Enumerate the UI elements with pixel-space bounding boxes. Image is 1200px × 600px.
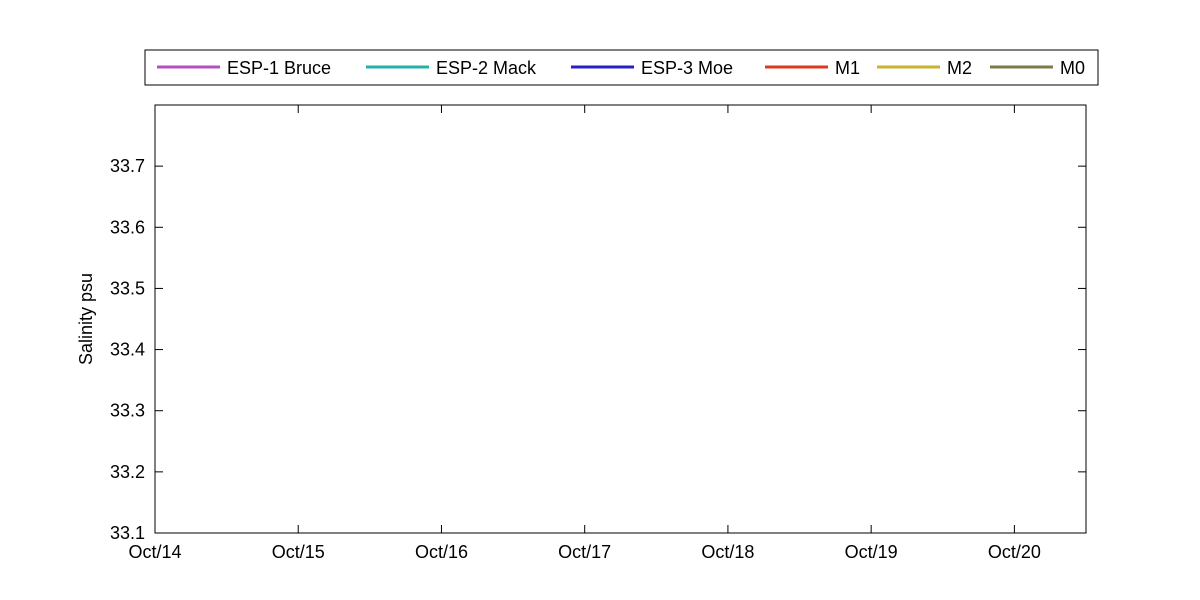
y-tick-label: 33.3 xyxy=(110,401,145,421)
x-tick-label: Oct/17 xyxy=(558,542,611,562)
y-tick-label: 33.4 xyxy=(110,340,145,360)
y-tick-label: 33.7 xyxy=(110,156,145,176)
x-tick-label: Oct/20 xyxy=(988,542,1041,562)
x-tick-label: Oct/19 xyxy=(845,542,898,562)
legend-label: M1 xyxy=(835,58,860,78)
y-tick-label: 33.5 xyxy=(110,278,145,298)
legend-label: ESP-1 Bruce xyxy=(227,58,331,78)
y-tick-label: 33.1 xyxy=(110,523,145,543)
legend: ESP-1 Bruce ESP-2 Mack ESP-3 Moe M1 M2 M0 xyxy=(144,49,1099,86)
plot-area: Oct/14 Oct/15 Oct/16 Oct/17 Oct/18 Oct/19 Oct/… xyxy=(110,104,1087,562)
legend-label: ESP-2 Mack xyxy=(436,58,537,78)
axis-tick-labels: Oct/14 Oct/15 Oct/16 Oct/17 Oct/18 Oct/19 Oct/… xyxy=(110,156,1041,562)
x-tick-label: Oct/18 xyxy=(701,542,754,562)
legend-label: M2 xyxy=(947,58,972,78)
y-axis-label: Salinity psu xyxy=(76,273,96,365)
y-tick-label: 33.2 xyxy=(110,462,145,482)
plot-frame xyxy=(154,104,1087,534)
x-tick-label: Oct/14 xyxy=(128,542,181,562)
x-tick-label: Oct/16 xyxy=(415,542,468,562)
legend-label: ESP-3 Moe xyxy=(641,58,733,78)
legend-label: M0 xyxy=(1060,58,1085,78)
y-tick-label: 33.6 xyxy=(110,217,145,237)
x-tick-label: Oct/15 xyxy=(272,542,325,562)
axis-ticks xyxy=(154,105,1086,534)
